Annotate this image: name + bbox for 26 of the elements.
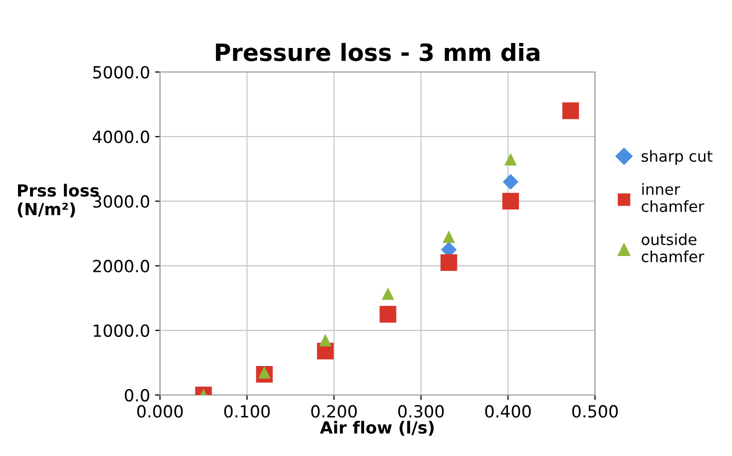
x-tick-label: 0.000 xyxy=(137,405,183,418)
point xyxy=(319,334,332,346)
y-tick-label: 4000.0 xyxy=(92,130,150,144)
point xyxy=(440,254,458,271)
y-tick-label: 1000.0 xyxy=(94,324,150,337)
x-axis-title: Air flow (l/s) xyxy=(320,420,434,436)
x-tick-label: 0.200 xyxy=(311,405,357,418)
x-tick-label: 0.400 xyxy=(485,405,531,418)
point xyxy=(502,174,518,190)
x-tick-label: 0.100 xyxy=(224,405,270,418)
legend-label: inner chamfer xyxy=(642,183,704,212)
x-tick-label: 0.500 xyxy=(572,405,618,418)
point xyxy=(502,192,519,210)
point xyxy=(382,287,394,300)
y-tick-label: 5000.0 xyxy=(93,66,150,79)
y-tick-label: 3000.0 xyxy=(93,195,150,208)
point xyxy=(380,306,396,323)
legend-label: outside chamfer xyxy=(642,233,704,262)
y-tick-label: 2000.0 xyxy=(93,260,150,272)
point xyxy=(562,102,579,120)
legend-label: sharp cut xyxy=(642,150,712,165)
point xyxy=(442,230,456,243)
x-tick-label: 0.300 xyxy=(398,405,444,418)
chart-title: Pressure loss - 3 mm dia xyxy=(216,42,540,62)
point xyxy=(504,152,517,166)
y-tick-label: 0.0 xyxy=(124,388,150,402)
